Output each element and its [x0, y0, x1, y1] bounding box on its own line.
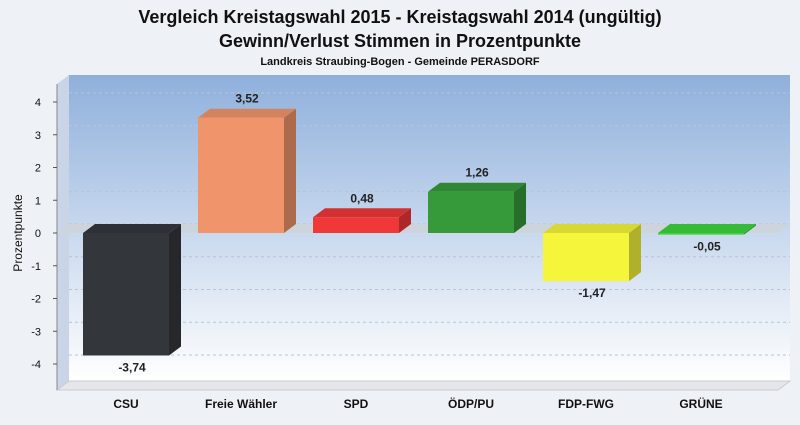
plot-floor	[55, 380, 792, 391]
bar-side	[284, 108, 296, 233]
bar-group	[658, 224, 756, 235]
y-tick-label: -1	[31, 261, 41, 273]
x-category-label: GRÜNE	[679, 396, 722, 411]
bar-top	[658, 224, 756, 233]
bar-value-label: -1,47	[578, 286, 606, 300]
bar-group	[313, 208, 411, 233]
bar-value-label: -3,74	[118, 360, 146, 374]
chart-title: Vergleich Kreistagswahl 2015 - Kreistags…	[138, 7, 661, 27]
x-category-label: Freie Wähler	[205, 397, 277, 411]
y-tick-label: -3	[31, 326, 41, 338]
bar-value-label: 0,48	[350, 191, 374, 205]
bar-value-label: 1,26	[465, 166, 489, 180]
bar-side	[399, 208, 411, 233]
chart-subsubtitle: Landkreis Straubing-Bogen - Gemeinde PER…	[260, 56, 540, 68]
bar-value-label: 3,52	[235, 92, 259, 106]
bar	[313, 217, 399, 233]
bar	[83, 233, 169, 356]
bar-top	[428, 182, 526, 192]
x-category-label: FDP-FWG	[558, 397, 614, 411]
bar-side	[744, 224, 756, 235]
y-tick-label: 3	[35, 130, 41, 142]
x-category-label: ÖDP/PU	[448, 396, 494, 411]
y-tick-label: -4	[31, 359, 41, 371]
y-tick-label: 4	[35, 97, 41, 109]
chart-subtitle: Gewinn/Verlust Stimmen in Prozentpunkte	[219, 31, 581, 51]
y-axis-label: Prozentpunkte	[11, 194, 25, 272]
bar-top	[198, 108, 296, 118]
bar-group	[428, 182, 526, 233]
bar	[198, 117, 284, 233]
bar	[428, 191, 514, 233]
y-tick-label: 0	[35, 228, 41, 240]
y-tick-label: -2	[31, 294, 41, 306]
bar-group	[543, 224, 641, 282]
bar	[658, 233, 744, 235]
bar-group	[198, 108, 296, 233]
bar-top	[543, 224, 641, 233]
bar-side	[514, 182, 526, 233]
bar-top	[83, 224, 181, 233]
y-tick-label: 1	[35, 195, 41, 207]
bar-top	[313, 208, 411, 218]
bar-side	[169, 224, 181, 356]
bar-side	[629, 224, 641, 282]
x-category-label: CSU	[113, 397, 138, 411]
bar-value-label: -0,05	[693, 240, 721, 254]
bar-group	[83, 224, 181, 356]
x-category-label: SPD	[344, 397, 369, 411]
y-tick-label: 2	[35, 163, 41, 175]
bar	[543, 233, 629, 282]
